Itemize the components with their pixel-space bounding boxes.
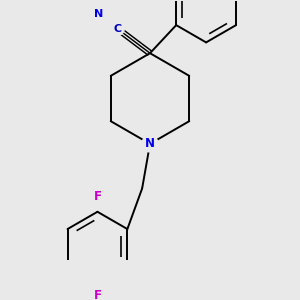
Circle shape [89, 288, 106, 300]
Circle shape [142, 136, 158, 152]
Circle shape [110, 22, 124, 35]
Text: F: F [94, 290, 101, 300]
Circle shape [89, 189, 106, 205]
Text: F: F [94, 190, 101, 203]
Circle shape [91, 7, 105, 21]
Text: N: N [94, 9, 103, 19]
Text: C: C [113, 23, 121, 34]
Text: N: N [145, 137, 155, 150]
